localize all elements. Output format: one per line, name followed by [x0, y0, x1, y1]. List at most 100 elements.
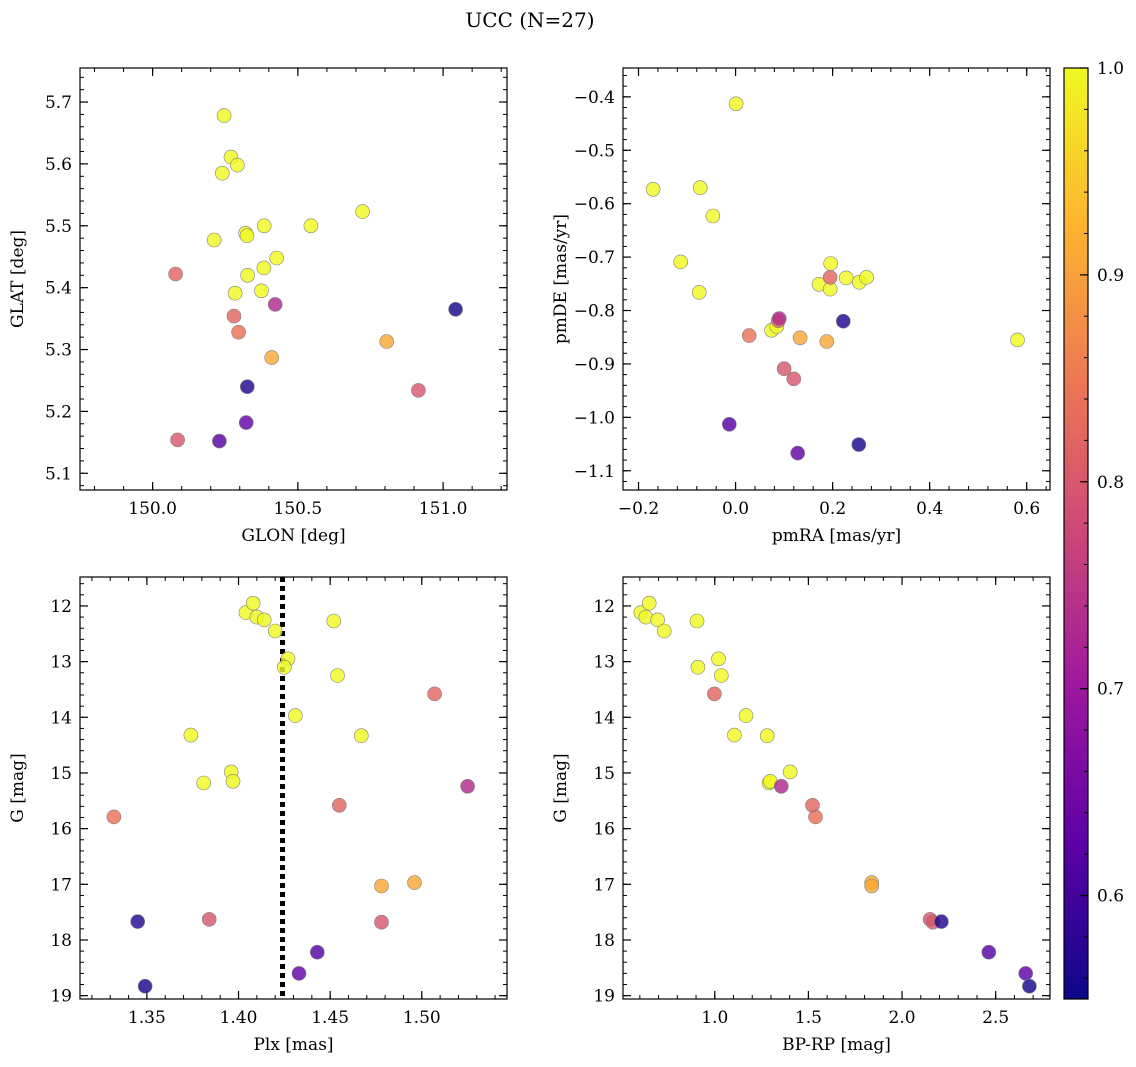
- scatter-point: [822, 270, 838, 285]
- panels: 150.0 150.5 151.05.15.25.35.45.55.65.7GLON…: [8, 67, 1051, 1055]
- scatter-point: [673, 254, 689, 270]
- scatter-point: [168, 266, 183, 282]
- y-tick-label: 15: [50, 764, 72, 784]
- y-tick-label: 5.5: [45, 217, 72, 237]
- axes-frame: [79, 67, 508, 491]
- scatter-point: [230, 157, 245, 173]
- scatter-point: [835, 313, 851, 329]
- scatter-point: [106, 809, 122, 825]
- scatter-points: [168, 108, 463, 449]
- x-tick-label: 150.0: [128, 499, 177, 519]
- y-tick-label: −1.1: [574, 462, 615, 482]
- scatter-point: [137, 978, 153, 994]
- x-tick-label: 151.0: [419, 499, 468, 519]
- minor-ticks: [623, 577, 1050, 999]
- y-tick-label: −0.9: [574, 355, 615, 375]
- scatter-point: [231, 324, 246, 340]
- y-tick-label: 17: [50, 875, 72, 895]
- y-tick-label: −0.5: [574, 141, 615, 161]
- scatter-point: [692, 180, 708, 195]
- x-tick-label: 1.45: [311, 1008, 349, 1028]
- y-tick-label: −0.6: [574, 195, 615, 215]
- colorbar-tick-label: 1.0: [1097, 59, 1124, 79]
- scatter-point: [981, 944, 997, 960]
- x-tick-label: 0.4: [916, 499, 943, 519]
- x-axis-label: BP-RP [mag]: [782, 1035, 891, 1055]
- y-tick-label: 5.4: [45, 279, 72, 299]
- scatter-point: [859, 270, 874, 285]
- scatter-point: [776, 361, 792, 377]
- x-tick-label: 1.40: [220, 1008, 258, 1028]
- y-tick-label: 5.1: [45, 464, 72, 484]
- scatter-point: [212, 433, 227, 449]
- y-tick-label: −0.8: [574, 302, 615, 322]
- scatter-point: [721, 416, 737, 432]
- scatter-point: [705, 208, 721, 224]
- x-tick-label: 0.6: [1013, 499, 1040, 519]
- scatter-panel-top-right: −0.2 0.0 0.2 0.4 0.6 −1.1 −1.0 −0.9 −0.8 −0.7 −0.6…: [551, 67, 1051, 546]
- y-axis-label: pmDE [mas/yr]: [551, 214, 571, 344]
- y-axis-label: GLAT [deg]: [8, 230, 28, 328]
- scatter-point: [786, 371, 802, 387]
- scatter-point: [303, 218, 319, 234]
- scatter-point: [713, 668, 729, 683]
- y-tick-label: 14: [50, 708, 72, 728]
- x-tick-label: 0.2: [819, 499, 846, 519]
- scatter-point: [226, 308, 242, 324]
- y-tick-label: −0.7: [574, 248, 615, 268]
- scatter-point: [738, 708, 754, 723]
- scatter-point: [326, 613, 342, 629]
- scatter-point: [276, 659, 292, 675]
- scatter-point: [790, 445, 806, 461]
- x-tick-label: 1.35: [128, 1008, 166, 1028]
- scatter-point: [448, 301, 463, 317]
- scatter-point: [379, 334, 395, 349]
- scatter-point: [427, 686, 442, 702]
- scatter-point: [805, 797, 820, 813]
- scatter-point: [851, 437, 867, 452]
- x-axis-label: Plx [mas]: [253, 1035, 333, 1055]
- y-axis-label: G [mag]: [551, 753, 571, 822]
- x-tick-label: 1.5: [795, 1008, 822, 1028]
- scatter-panel-bottom-left: 1.35 1.40 1.45 1.50 12 13 14 15 16 17 18 19 Plx [mas…: [8, 576, 508, 1055]
- colorbar-tick-label: 0.6: [1097, 887, 1124, 907]
- scatter-points: [633, 595, 1037, 994]
- scatter-point: [196, 775, 211, 791]
- scatter-point: [819, 334, 835, 349]
- scatter-point: [355, 204, 370, 219]
- axes-frame: [79, 576, 508, 1000]
- scatter-point: [691, 285, 707, 300]
- scatter-point: [1010, 332, 1025, 348]
- colorbar-tick-label: 0.7: [1097, 680, 1124, 700]
- scatter-point: [741, 328, 757, 343]
- scatter-point: [1022, 978, 1037, 994]
- scatter-point: [240, 267, 255, 283]
- scatter-point: [656, 623, 672, 639]
- scatter-point: [215, 165, 230, 181]
- scatter-point: [771, 311, 787, 326]
- scatter-point: [170, 432, 185, 448]
- figure-title: UCC (N=27): [465, 8, 594, 32]
- y-tick-label: 15: [593, 764, 615, 784]
- scatter-point: [838, 270, 854, 286]
- scatter-point: [267, 623, 283, 639]
- scatter-point: [267, 297, 283, 312]
- scatter-panel-bottom-right: 1.0 1.5 2.0 2.5 12 13 14 15 16 17 18 19 BP-RP [mag] G…: [551, 576, 1051, 1055]
- scatter-point: [773, 778, 789, 794]
- y-tick-label: 12: [50, 597, 72, 617]
- x-axis-label: GLON [deg]: [241, 526, 345, 546]
- scatter-point: [353, 728, 369, 744]
- scatter-point: [934, 914, 949, 929]
- x-tick-label: 2.0: [889, 1008, 916, 1028]
- scatter-point: [460, 778, 475, 794]
- x-tick-label: 1.0: [701, 1008, 728, 1028]
- scatter-point: [823, 256, 839, 271]
- axes-frame: [622, 576, 1051, 1000]
- colorbar-tick-label: 0.9: [1097, 266, 1124, 286]
- y-tick-label: 14: [593, 708, 615, 728]
- y-tick-label: 5.3: [45, 341, 72, 361]
- y-tick-label: 16: [50, 820, 72, 840]
- scatter-point: [240, 379, 255, 395]
- scatter-points: [645, 96, 1025, 461]
- scatter-points: [106, 595, 475, 994]
